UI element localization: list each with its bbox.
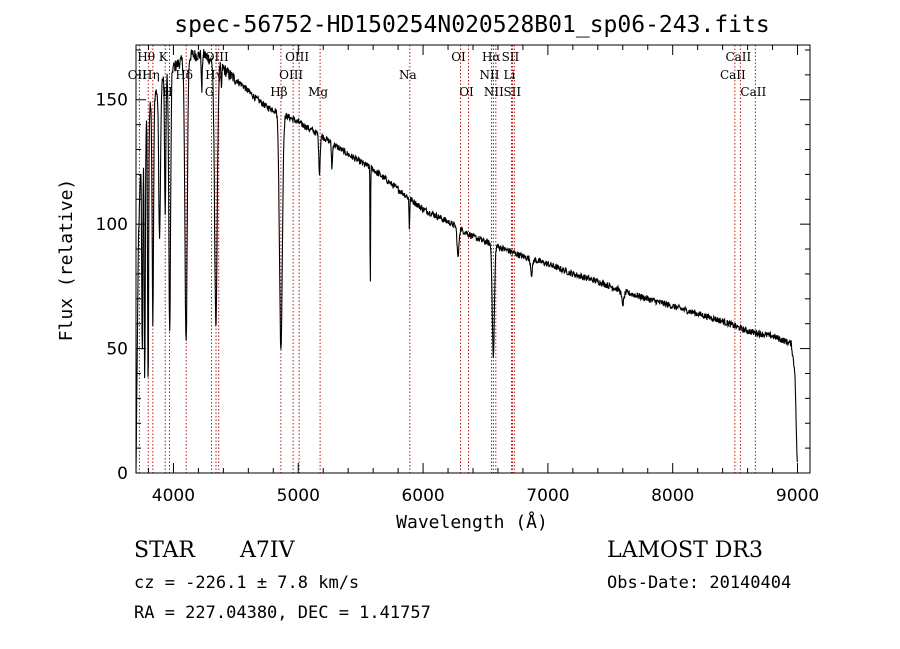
- x-axis-label: Wavelength (Å): [396, 511, 548, 533]
- line-label-14: OI: [451, 50, 466, 64]
- line-label-21: SII: [503, 85, 521, 99]
- y-tick-label-1: 50: [106, 340, 128, 360]
- line-label-19: Li: [504, 68, 516, 82]
- y-axis-label: Flux (relative): [56, 179, 77, 342]
- x-tick-label-3: 7000: [526, 486, 569, 506]
- line-label-5: Hδ: [175, 68, 193, 82]
- x-tick-label-2: 6000: [401, 486, 444, 506]
- line-label-10: OIII: [279, 68, 303, 82]
- line-markers: OIIHθHηKHHδGHγOIIIHβOIIIOIIIMgNaOIOINIIH…: [128, 45, 766, 473]
- x-tick-label-5: 9000: [776, 486, 819, 506]
- object-class: STAR: [134, 538, 195, 563]
- line-label-9: Hβ: [270, 85, 287, 99]
- line-label-23: CaII: [725, 50, 751, 64]
- object-subclass: A7IV: [240, 538, 295, 563]
- y-tick-label-3: 150: [96, 91, 128, 111]
- ra-dec-coordinates: RA = 227.04380, DEC = 1.41757: [134, 603, 431, 623]
- line-label-18: NII: [484, 85, 504, 99]
- line-label-24: CaII: [740, 85, 766, 99]
- line-label-13: Na: [399, 68, 417, 82]
- line-label-17: Hα: [482, 50, 501, 64]
- line-label-22: CaII: [720, 68, 746, 82]
- line-label-3: K: [159, 50, 169, 64]
- spectrum-plot: spec-56752-HD150254N020528B01_sp06-243.f…: [56, 12, 819, 533]
- y-tick-label-2: 100: [96, 215, 128, 235]
- plot-frame: [135, 44, 811, 474]
- line-label-16: NII: [479, 68, 499, 82]
- line-label-11: OIII: [285, 50, 309, 64]
- survey-name: LAMOST DR3: [607, 538, 763, 563]
- line-label-6: G: [205, 85, 215, 99]
- observation-date: Obs-Date: 20140404: [607, 573, 792, 593]
- x-tick-label-0: 4000: [152, 486, 195, 506]
- axis-ticks: 4000 5000 6000 7000 8000 9000 0 50 100 150: [96, 45, 819, 506]
- chart-title: spec-56752-HD150254N020528B01_sp06-243.f…: [174, 12, 769, 38]
- x-tick-label-1: 5000: [277, 486, 320, 506]
- line-label-20: SII: [502, 50, 520, 64]
- y-tick-label-0: 0: [117, 464, 128, 484]
- line-label-7: Hγ: [205, 68, 223, 82]
- line-label-1: Hθ: [137, 50, 155, 64]
- line-label-15: OI: [459, 85, 474, 99]
- redshift-cz: cz = -226.1 ± 7.8 km/s: [134, 573, 360, 593]
- line-label-12: Mg: [308, 85, 328, 99]
- spectrum-line: [135, 49, 798, 474]
- line-label-2: Hη: [142, 68, 160, 82]
- x-tick-label-4: 8000: [651, 486, 694, 506]
